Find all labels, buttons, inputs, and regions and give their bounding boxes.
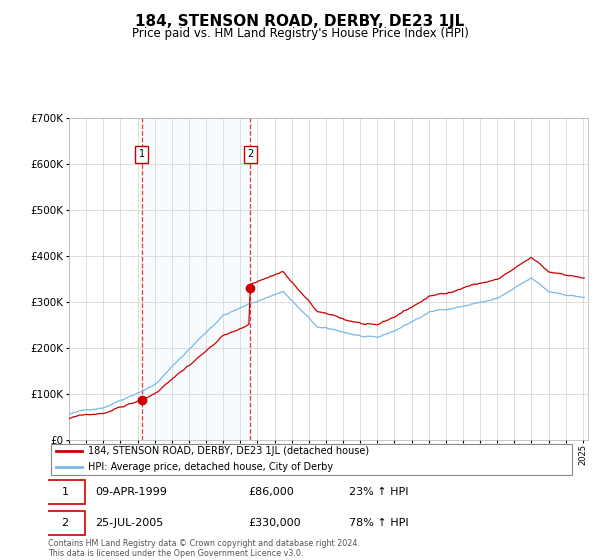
Text: 1: 1 [139,150,145,160]
Text: Contains HM Land Registry data © Crown copyright and database right 2024.
This d: Contains HM Land Registry data © Crown c… [48,539,360,558]
Text: 09-APR-1999: 09-APR-1999 [95,487,167,497]
Text: 78% ↑ HPI: 78% ↑ HPI [349,518,409,528]
Text: £330,000: £330,000 [248,518,301,528]
FancyBboxPatch shape [46,511,85,535]
Text: 1: 1 [62,487,68,497]
Text: Price paid vs. HM Land Registry's House Price Index (HPI): Price paid vs. HM Land Registry's House … [131,27,469,40]
Text: 2: 2 [62,518,69,528]
FancyBboxPatch shape [50,444,572,475]
FancyBboxPatch shape [46,479,85,504]
Text: 23% ↑ HPI: 23% ↑ HPI [349,487,409,497]
Text: HPI: Average price, detached house, City of Derby: HPI: Average price, detached house, City… [88,462,333,472]
Text: 184, STENSON ROAD, DERBY, DE23 1JL (detached house): 184, STENSON ROAD, DERBY, DE23 1JL (deta… [88,446,369,456]
Text: 184, STENSON ROAD, DERBY, DE23 1JL: 184, STENSON ROAD, DERBY, DE23 1JL [136,14,464,29]
Text: £86,000: £86,000 [248,487,295,497]
Text: 25-JUL-2005: 25-JUL-2005 [95,518,164,528]
Text: 2: 2 [247,150,253,160]
Bar [142,118,250,440]
